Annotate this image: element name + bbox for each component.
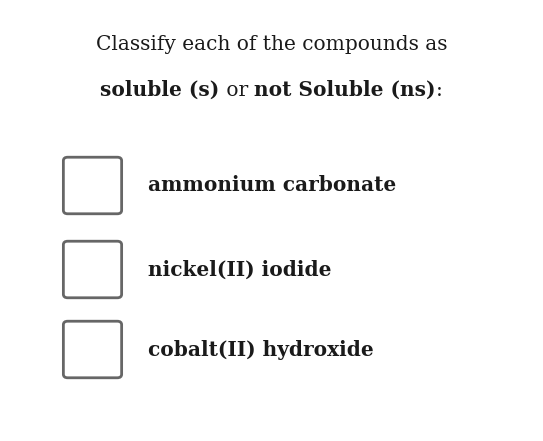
Text: or: or: [219, 81, 254, 100]
Text: soluble (s): soluble (s): [100, 80, 219, 100]
FancyBboxPatch shape: [64, 241, 122, 298]
Text: cobalt(II) hydroxide: cobalt(II) hydroxide: [148, 340, 374, 359]
Text: ammonium carbonate: ammonium carbonate: [148, 176, 396, 195]
FancyBboxPatch shape: [64, 157, 122, 214]
Text: :: :: [435, 81, 443, 100]
Text: Classify each of the compounds as: Classify each of the compounds as: [96, 35, 447, 55]
Text: not Soluble (ns): not Soluble (ns): [254, 80, 435, 100]
Text: nickel(II) iodide: nickel(II) iodide: [148, 259, 331, 280]
FancyBboxPatch shape: [64, 321, 122, 378]
